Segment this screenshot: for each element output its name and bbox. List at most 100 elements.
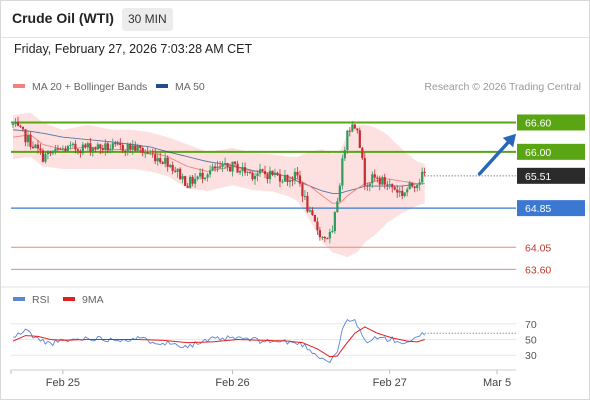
forecast-arrow-shaft <box>477 136 514 176</box>
candle-body <box>66 145 69 152</box>
candle-body <box>144 152 147 154</box>
candle-body <box>408 182 411 190</box>
candle-body <box>76 149 79 151</box>
candle-body <box>131 145 134 150</box>
candle-body <box>71 143 74 145</box>
candle-body <box>396 189 399 193</box>
candle-body <box>358 130 361 148</box>
candle-body <box>41 150 45 162</box>
bollinger-band <box>13 112 425 258</box>
candle-body <box>101 148 104 150</box>
candle-body <box>181 176 184 180</box>
forecast <box>477 133 517 176</box>
candle-body <box>74 143 77 150</box>
candle-body <box>221 163 224 167</box>
ma50-line <box>12 129 425 194</box>
candle-body <box>353 124 356 129</box>
candle-body <box>46 151 50 155</box>
last-price-label: 65.51 <box>525 171 551 183</box>
candle-body <box>253 175 257 180</box>
support-label: 63.60 <box>525 264 551 276</box>
candle-body <box>301 183 304 197</box>
timeframe-badge[interactable]: 30 MIN <box>122 8 173 31</box>
candle-body <box>199 172 202 177</box>
candle-body <box>293 171 297 181</box>
candle-body <box>194 178 197 184</box>
rsi-panel: 70 50 30 <box>11 319 537 364</box>
candle-body <box>111 143 114 149</box>
last-price-tag <box>517 167 585 184</box>
candle-body <box>26 135 30 143</box>
candle-body <box>338 185 341 202</box>
ma20-line <box>12 134 425 204</box>
candle-body <box>104 143 107 150</box>
candle-body <box>331 231 334 233</box>
candle-body <box>211 166 214 171</box>
candle-body <box>226 163 229 167</box>
candle-body <box>176 168 179 172</box>
rsi-tick-label: 70 <box>525 319 537 331</box>
research-credit: Research © 2026 Trading Central <box>424 81 581 93</box>
candle-body <box>281 181 284 183</box>
candle-body <box>398 190 401 193</box>
forecast-arrow-head <box>502 133 517 148</box>
candle-body <box>49 151 52 154</box>
candles <box>11 116 426 244</box>
x-tick-label: Feb 27 <box>373 377 407 389</box>
candle-body <box>64 148 67 152</box>
legend-ma50-label: MA 50 <box>175 81 205 93</box>
candle-body <box>368 183 371 186</box>
candle-body <box>286 175 289 182</box>
candle-body <box>288 180 292 182</box>
candle-body <box>346 130 349 151</box>
candle-body <box>246 171 249 173</box>
candle-body <box>228 166 232 172</box>
bollinger-band-area <box>13 112 425 258</box>
candle-body <box>119 143 122 145</box>
legend-ma20-label: MA 20 + Bollinger Bands <box>32 81 147 93</box>
candle-body <box>206 174 209 178</box>
candle-body <box>261 169 264 172</box>
candle-body <box>423 171 426 173</box>
level-tag-label: 64.85 <box>525 203 551 215</box>
candle-body <box>238 170 242 173</box>
candle-body <box>166 157 169 167</box>
candle-body <box>121 144 124 151</box>
candle-body <box>136 145 139 151</box>
candle-body <box>124 150 127 153</box>
candle-body <box>391 184 394 188</box>
candle-body <box>79 150 82 154</box>
candle-body <box>89 143 92 152</box>
candle-body <box>421 171 424 183</box>
candle-body <box>366 185 369 187</box>
candle-body <box>411 182 414 187</box>
candle-body <box>174 170 177 172</box>
candle-body <box>186 185 189 188</box>
candle-body <box>231 161 234 172</box>
candle-body <box>86 143 89 148</box>
candle-body <box>39 148 42 151</box>
candle-body <box>276 172 279 175</box>
candle-body <box>383 177 386 185</box>
candle-body <box>223 163 227 165</box>
rsi-9ma-line <box>12 326 425 358</box>
candle-body <box>393 187 396 190</box>
candle-body <box>401 190 404 197</box>
candle-body <box>146 152 149 154</box>
legend-swatch-ma50 <box>156 84 168 88</box>
candle-body <box>184 176 187 186</box>
candle-body <box>263 171 267 175</box>
candle-body <box>236 163 239 173</box>
candle-body <box>109 148 112 151</box>
candle-body <box>171 164 174 171</box>
candle-body <box>303 195 307 197</box>
candle-body <box>201 172 204 179</box>
candle-body <box>278 174 282 182</box>
candle-body <box>161 162 164 164</box>
candle-body <box>256 173 259 176</box>
candle-body <box>59 148 62 150</box>
candle-body <box>151 153 154 155</box>
candle-body <box>24 129 27 143</box>
